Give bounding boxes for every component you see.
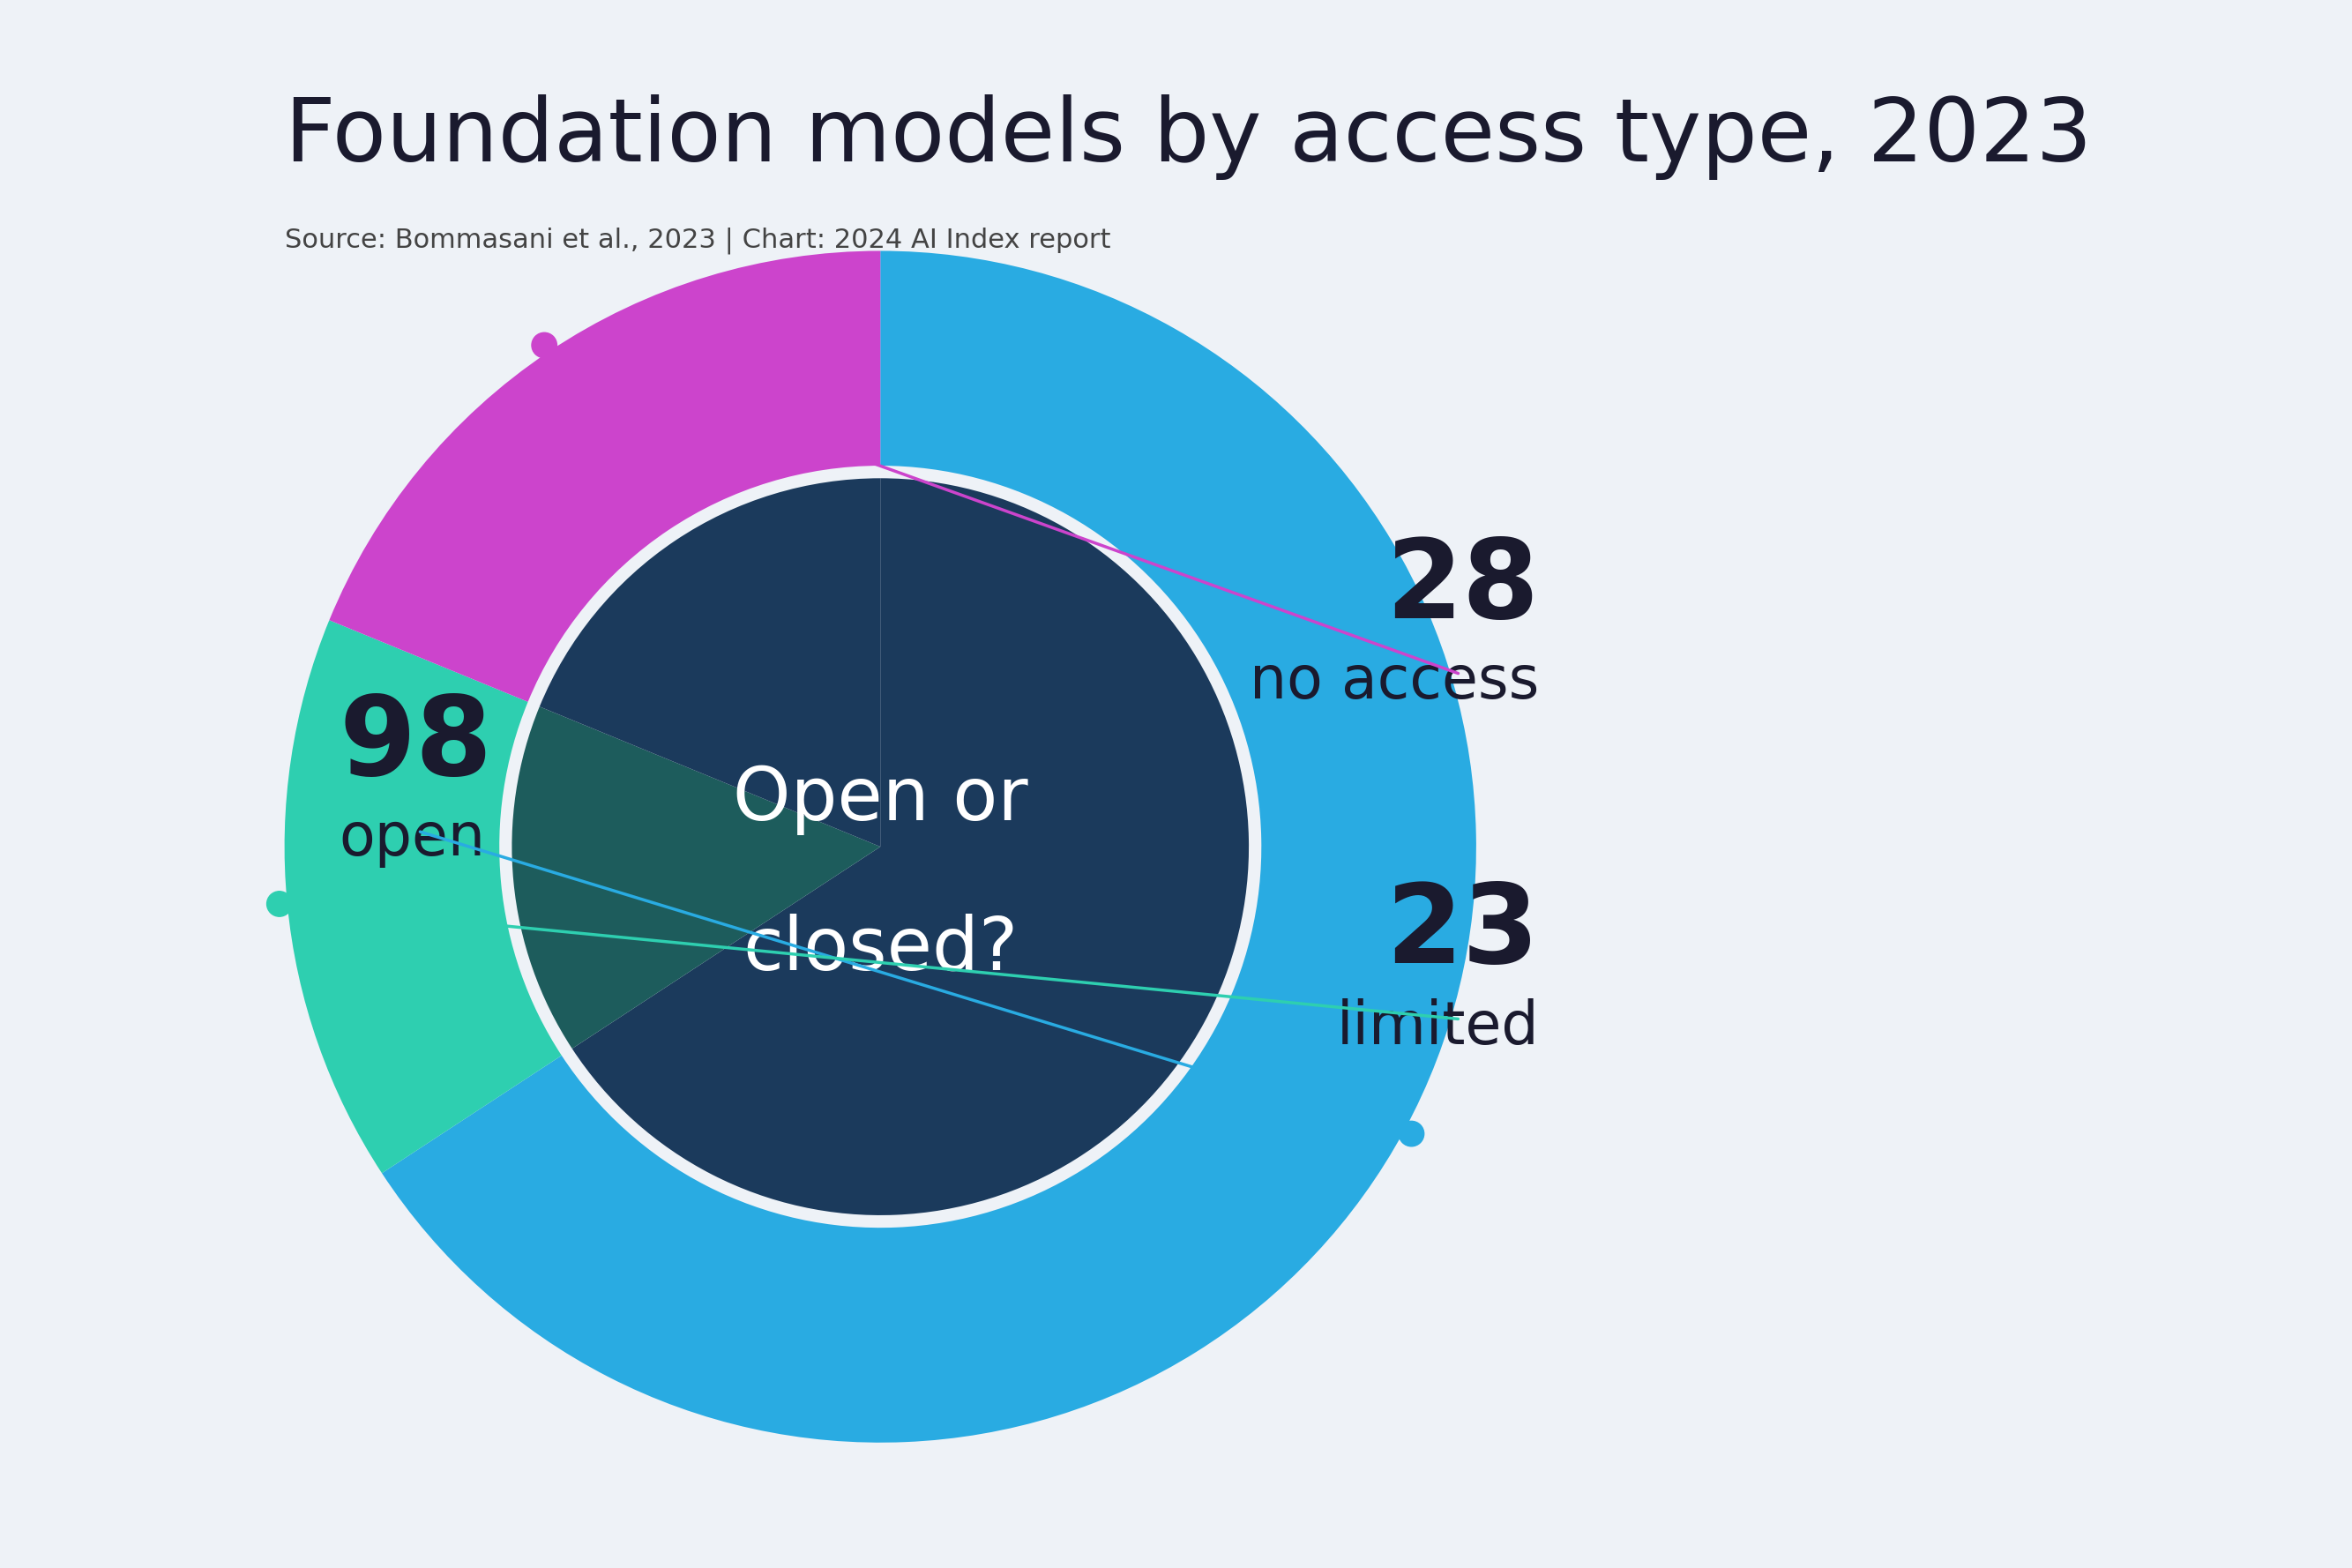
Circle shape	[532, 332, 557, 358]
Text: open: open	[339, 809, 487, 869]
Text: 28: 28	[1385, 535, 1538, 641]
Text: 98: 98	[339, 691, 494, 798]
Text: closed?: closed?	[743, 913, 1018, 985]
Wedge shape	[572, 478, 1249, 1215]
Text: Open or: Open or	[734, 764, 1028, 836]
Text: 23: 23	[1385, 880, 1538, 986]
Wedge shape	[285, 621, 562, 1173]
Wedge shape	[381, 251, 1477, 1443]
Text: Foundation models by access type, 2023: Foundation models by access type, 2023	[285, 94, 2091, 180]
Text: limited: limited	[1336, 997, 1538, 1057]
Circle shape	[1399, 1121, 1423, 1146]
Text: no access: no access	[1249, 652, 1538, 712]
Text: Source: Bommasani et al., 2023 | Chart: 2024 AI Index report: Source: Bommasani et al., 2023 | Chart: …	[285, 227, 1110, 254]
Wedge shape	[513, 707, 880, 1049]
Circle shape	[266, 891, 292, 916]
Wedge shape	[329, 251, 880, 702]
Wedge shape	[539, 478, 880, 847]
